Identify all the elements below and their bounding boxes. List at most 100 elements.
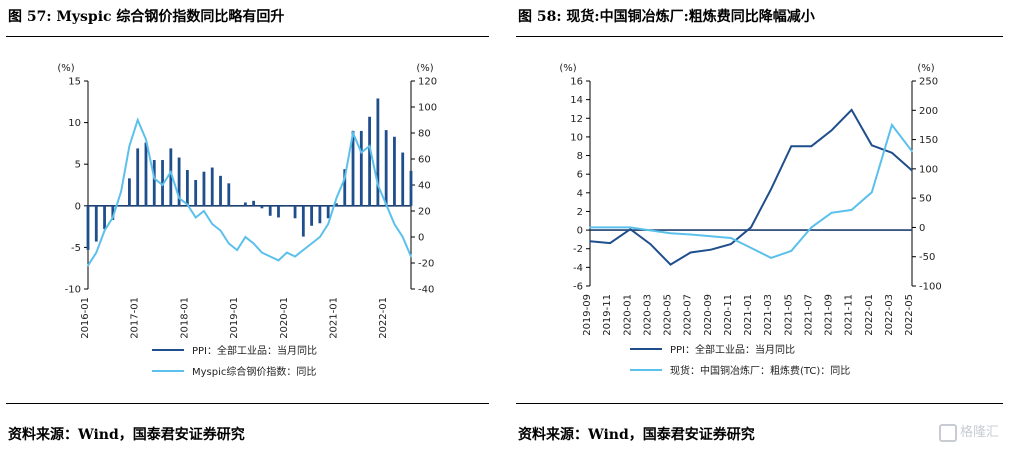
right-axis-tick-label: 0 [919, 223, 925, 234]
series-point-1 [750, 226, 752, 229]
x-axis-tick-label: 2020-03 [642, 294, 653, 336]
x-axis-tick-label: 2018-01 [179, 297, 190, 339]
series-point-2 [368, 145, 371, 147]
series-line-1 [589, 108, 913, 266]
right-axis-tick-label: -100 [919, 282, 942, 293]
x-axis-tick-label: 2021-01 [743, 294, 754, 336]
right-axis-tick-label: 200 [919, 106, 938, 117]
series-point-1 [649, 243, 652, 245]
x-axis-tick-label: 2020-01 [622, 294, 633, 336]
series-point-2 [186, 203, 189, 206]
series-point-2 [277, 259, 280, 262]
ppi-bar [343, 169, 347, 206]
watermark-text: 格隆汇 [959, 425, 999, 440]
left-chart: (%) (%) -10 -5 0 5 10 15 -40 -20 0 20 40 60 80 100 120 20… [57, 63, 437, 378]
x-axis-tick-label: 2020-07 [683, 294, 694, 336]
left-axis-tick-label: 4 [577, 188, 583, 199]
series-point-2 [103, 229, 106, 232]
series-point-2 [870, 191, 873, 194]
series-point-2 [410, 255, 412, 258]
left-axis-tick-label: 2 [577, 207, 583, 218]
watermark-icon [938, 423, 957, 442]
right-axis-tick-label: 0 [418, 233, 424, 244]
ppi-bar [152, 160, 156, 206]
series-point-2 [709, 235, 712, 238]
series-point-2 [261, 251, 263, 254]
ppi-bar [277, 205, 280, 218]
series-point-2 [770, 257, 772, 259]
ppi-bar [368, 116, 371, 206]
series-point-2 [911, 150, 913, 153]
legend-label-2: 现货：中国铜冶炼厂：粗炼费(TC)：同比 [670, 364, 850, 377]
ppi-bar [243, 202, 247, 206]
series-point-2 [178, 197, 180, 199]
series-line-2 [590, 122, 913, 259]
series-point-1 [669, 263, 672, 266]
right-axis-tick-label: -50 [919, 252, 935, 263]
x-axis-tick-label: 2020-11 [723, 294, 734, 336]
ppi-bar [326, 205, 330, 219]
series-point-1 [911, 169, 913, 172]
ppi-bar [335, 203, 338, 206]
x-axis-tick-label: 2022-03 [884, 294, 895, 336]
left-axis-tick-label: 8 [577, 151, 583, 162]
series-point-2 [385, 203, 387, 206]
right-source-note: 资料来源：Wind，国泰君安证券研究 [518, 427, 755, 443]
series-line-2 [87, 117, 412, 267]
ppi-bar [285, 204, 289, 206]
series-point-2 [252, 242, 255, 245]
ppi-bar [318, 205, 322, 224]
ppi-bar [136, 148, 140, 206]
series-point-2 [609, 226, 611, 229]
series-point-1 [629, 228, 632, 230]
right-axis-tick-label: 100 [919, 164, 938, 175]
ppi-bar [227, 183, 231, 206]
x-axis-tick-label: 2020-05 [663, 294, 674, 336]
x-axis-tick-label: 2019-11 [602, 294, 613, 336]
series-point-2 [136, 119, 139, 121]
series-point-2 [750, 247, 752, 249]
series-point-2 [161, 184, 164, 186]
ppi-bar [161, 160, 164, 206]
ppi-bar [144, 142, 148, 206]
right-axis-tick-label: 150 [919, 135, 938, 146]
series-point-2 [112, 216, 114, 219]
left-figure-title: 图 57: Myspic 综合钢价指数同比略有回升 [8, 9, 285, 25]
right-source-rule [516, 403, 1003, 404]
watermark-logo: 格隆汇 [938, 421, 999, 442]
right-axis-tick-label: 100 [418, 103, 437, 114]
left-axis-tick-label: 16 [570, 77, 583, 88]
right-figure-title: 图 58: 现货:中国铜冶炼厂:粗炼费同比降幅减小 [518, 9, 815, 25]
x-axis-tick-label: 2021-11 [844, 294, 855, 336]
series-point-2 [294, 255, 296, 258]
series-point-2 [153, 177, 156, 180]
series-point-2 [401, 236, 404, 238]
series-point-2 [310, 242, 313, 245]
series-point-1 [730, 243, 732, 245]
ppi-bar [409, 170, 413, 206]
series-point-1 [770, 188, 772, 190]
x-axis-tick-label: 2022-01 [378, 297, 389, 339]
series-point-2 [128, 145, 131, 147]
series-point-1 [870, 144, 873, 147]
left-axis-tick-label: 10 [570, 132, 583, 143]
ppi-bar [301, 205, 305, 237]
series-point-2 [95, 251, 98, 254]
left-axis-tick-label: 0 [577, 226, 583, 237]
x-axis-tick-label: 2021-05 [783, 294, 794, 336]
x-axis-tick-label: 2021-07 [803, 294, 814, 336]
series-point-2 [343, 177, 346, 180]
legend-label-2: Myspic综合钢价指数：同比 [192, 365, 316, 378]
ppi-bar [252, 200, 256, 206]
x-axis-tick-label: 2022-05 [904, 294, 915, 336]
left-axis-tick-label: -5 [71, 243, 81, 254]
series-point-2 [790, 250, 793, 252]
right-axis-tick-label: 250 [919, 77, 938, 88]
right-axis-tick-label: -20 [418, 259, 434, 270]
ppi-bar [293, 205, 297, 219]
series-point-2 [170, 171, 172, 173]
series-point-2 [649, 229, 652, 232]
x-axis-tick-label: 2021-09 [824, 294, 835, 336]
series-point-2 [319, 236, 321, 238]
series-point-1 [709, 248, 712, 251]
